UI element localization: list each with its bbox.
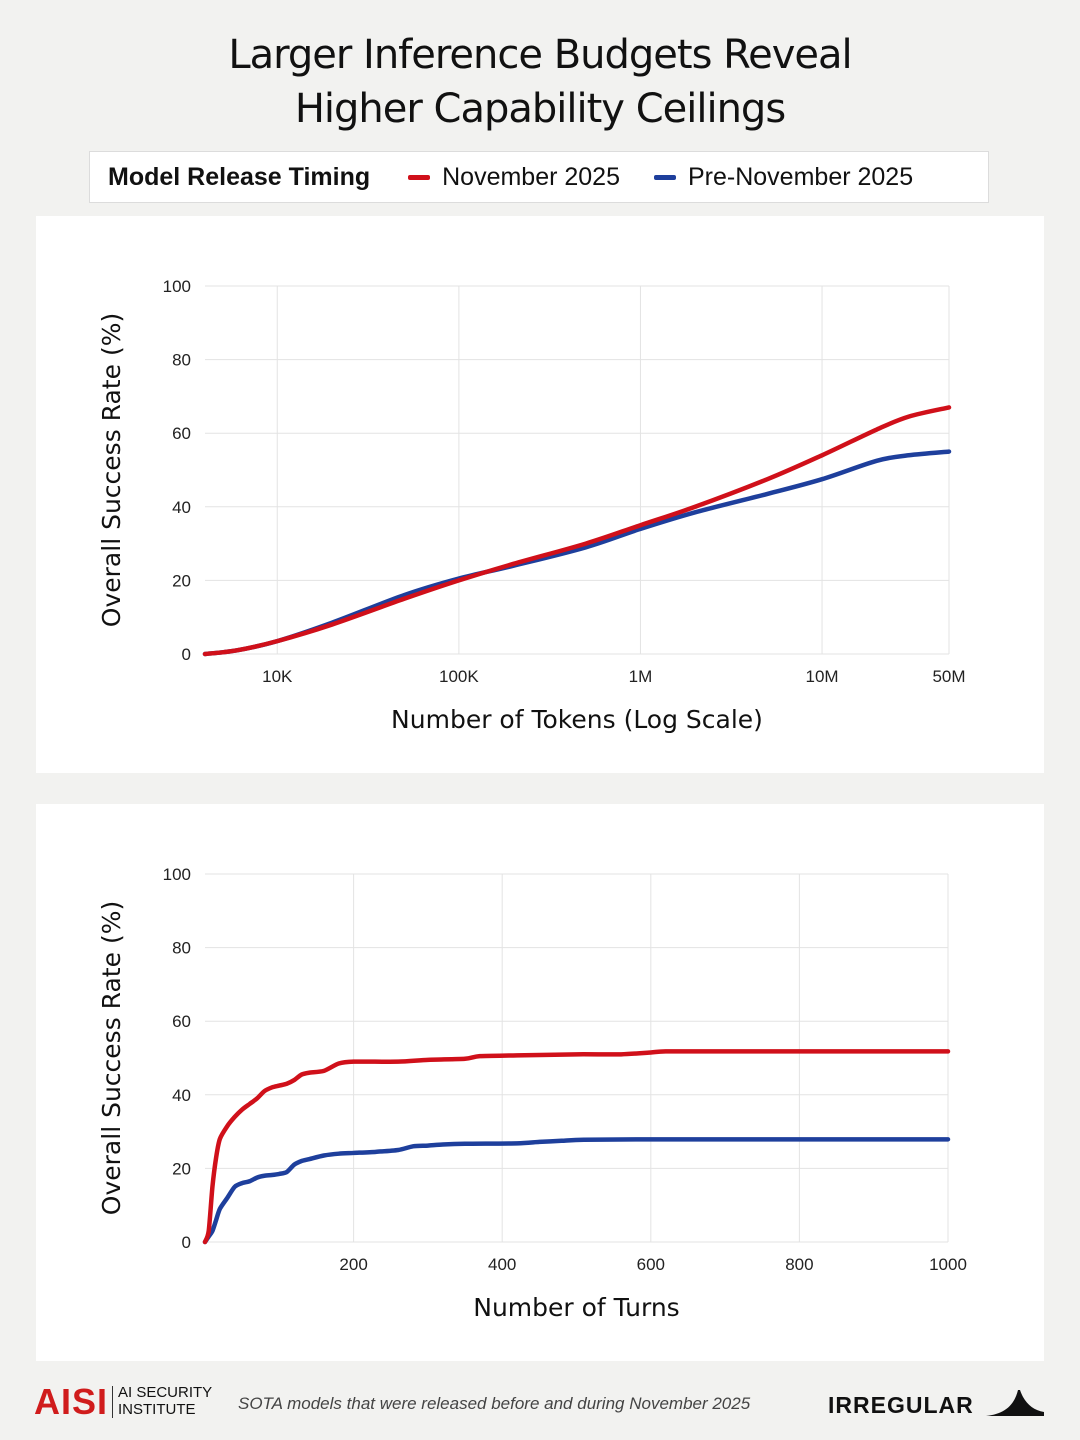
legend-title: Model Release Timing xyxy=(108,162,371,191)
y-tick-label: 20 xyxy=(172,1159,191,1178)
x-tick-label: 50M xyxy=(932,667,965,686)
x-tick-label: 1M xyxy=(629,667,653,686)
x-axis-label: Number of Turns xyxy=(473,1293,679,1322)
legend-entry-november-2025: November 2025 xyxy=(408,163,620,192)
y-tick-label: 100 xyxy=(163,277,191,296)
tokens-chart: 0 20 40 60 80 100 10K 100K 1M 10M 50M Number of Tok… xyxy=(97,277,966,734)
y-axis-label: Overall Success Rate (%) xyxy=(97,313,126,627)
x-tick-label: 600 xyxy=(637,1255,665,1274)
y-tick-label: 0 xyxy=(182,1233,191,1252)
x-axis-label: Number of Tokens (Log Scale) xyxy=(391,705,763,734)
footnote: SOTA models that were released before an… xyxy=(238,1394,751,1413)
aisi-name-line-2: INSTITUTE xyxy=(118,1401,196,1418)
turns-chart-panel: 0 20 40 60 80 100 200 400 600 800 1000 Number of Tu… xyxy=(36,804,1044,1361)
chart-title-line-2: Higher Capability Ceilings xyxy=(294,86,786,132)
legend-swatch-pre-november-2025 xyxy=(654,174,676,180)
x-tick-label: 400 xyxy=(488,1255,516,1274)
y-tick-label: 40 xyxy=(172,498,191,517)
y-tick-label: 60 xyxy=(172,1012,191,1031)
aisi-name-line-1: AI SECURITY xyxy=(118,1384,213,1401)
x-tick-label: 800 xyxy=(785,1255,813,1274)
legend-swatch-november-2025 xyxy=(408,174,431,180)
x-tick-label: 100K xyxy=(439,667,479,686)
legend: Model Release Timing November 2025 Pre-N… xyxy=(89,151,989,203)
chart-title: Larger Inference Budgets Reveal Higher C… xyxy=(0,28,1080,136)
y-tick-label: 20 xyxy=(172,571,191,590)
series-line-pre-november-2025 xyxy=(202,449,952,657)
legend-label-november-2025: November 2025 xyxy=(442,162,620,191)
irregular-logo: IRREGULAR xyxy=(828,1392,974,1418)
grid xyxy=(205,285,950,655)
y-tick-label: 40 xyxy=(172,1086,191,1105)
x-tick-label: 10K xyxy=(262,667,293,686)
chart-title-line-1: Larger Inference Budgets Reveal xyxy=(228,32,852,78)
series-line-pre-november-2025 xyxy=(202,1137,951,1245)
footer: AISI AI SECURITY INSTITUTE SOTA models t… xyxy=(0,1380,1080,1430)
grid xyxy=(205,873,949,1243)
series-line-november-2025 xyxy=(202,405,952,657)
y-tick-label: 60 xyxy=(172,424,191,443)
y-tick-label: 100 xyxy=(163,865,191,884)
series-line-november-2025 xyxy=(202,1049,951,1245)
turns-chart: 0 20 40 60 80 100 200 400 600 800 1000 Number of Tu… xyxy=(97,865,967,1322)
y-tick-label: 80 xyxy=(172,939,191,958)
y-axis-label: Overall Success Rate (%) xyxy=(97,901,126,1215)
irregular-mark-icon xyxy=(986,1390,1044,1416)
y-tick-label: 0 xyxy=(182,645,191,664)
x-tick-label: 200 xyxy=(339,1255,367,1274)
tokens-chart-panel: 0 20 40 60 80 100 10K 100K 1M 10M 50M Number of Tok… xyxy=(36,216,1044,773)
legend-label-pre-november-2025: Pre-November 2025 xyxy=(688,162,914,191)
aisi-logo-divider xyxy=(112,1386,113,1418)
y-tick-label: 80 xyxy=(172,351,191,370)
x-tick-label: 1000 xyxy=(929,1255,967,1274)
aisi-name: AI SECURITY INSTITUTE xyxy=(118,1384,212,1418)
legend-entry-pre-november-2025: Pre-November 2025 xyxy=(654,163,913,192)
aisi-logo: AISI xyxy=(34,1381,109,1422)
x-tick-label: 10M xyxy=(806,667,839,686)
